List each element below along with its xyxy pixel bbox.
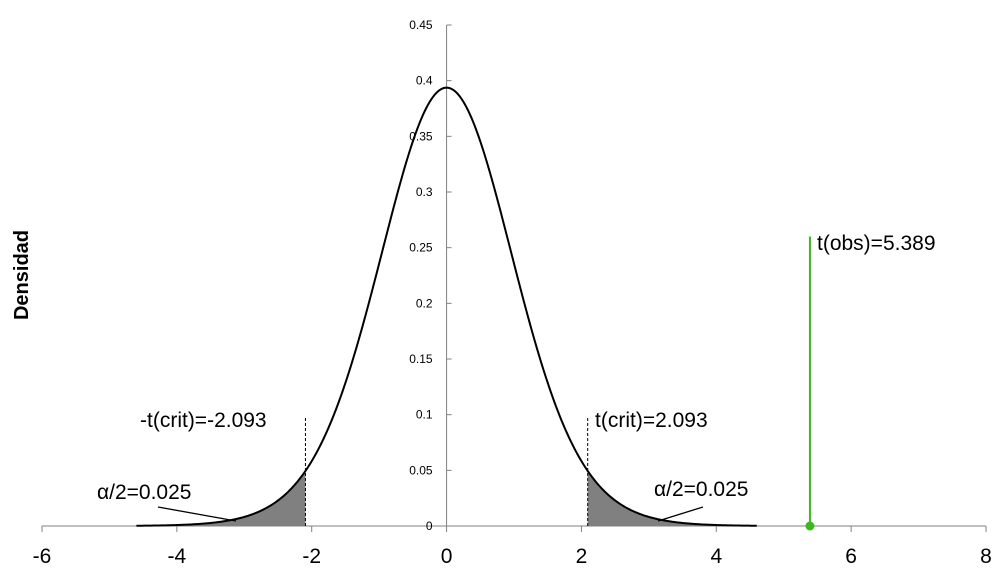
y-tick-label: 0.2 xyxy=(416,296,433,310)
alpha-left-leader xyxy=(157,506,237,522)
alpha-left-label: α/2=0.025 xyxy=(97,481,191,504)
alpha-right-leader xyxy=(657,506,704,522)
neg-crit-label: -t(crit)=-2.093 xyxy=(140,409,267,432)
x-tick-label: -4 xyxy=(168,545,187,568)
pos-crit-label: t(crit)=2.093 xyxy=(595,409,708,432)
x-tick-label: 4 xyxy=(710,545,722,568)
y-tick-label: 0.25 xyxy=(409,241,433,255)
right-rejection-region xyxy=(587,470,757,526)
axis-layer: -6 -4 -2 0 2 4 6 800.050.10.150.20.250.30.350.4… xyxy=(33,18,992,568)
x-tick-label: -2 xyxy=(302,545,321,568)
alpha-right-label: α/2=0.025 xyxy=(654,478,748,501)
y-tick-label: 0 xyxy=(426,519,433,533)
x-tick-label: -6 xyxy=(33,545,52,568)
x-tick-label: 2 xyxy=(576,545,588,568)
marker-layer xyxy=(157,236,815,531)
label-layer: -t(crit)=-2.093 t(crit)=2.093 α/2=0.025 α/2… xyxy=(97,232,936,504)
curve-layer xyxy=(136,86,757,527)
x-tick-label: 0 xyxy=(441,545,453,568)
y-axis-label: Densidad xyxy=(11,230,33,320)
y-tick-label: 0.4 xyxy=(416,74,433,88)
x-tick-label: 6 xyxy=(845,545,857,568)
shade-layer xyxy=(136,470,757,526)
y-tick-label: 0.05 xyxy=(409,463,433,477)
left-rejection-region xyxy=(136,470,306,526)
y-tick-label: 0.1 xyxy=(416,408,433,422)
x-tick-label: 8 xyxy=(980,545,992,568)
y-tick-label: 0.15 xyxy=(409,352,433,366)
observed-label: t(obs)=5.389 xyxy=(817,232,936,255)
y-tick-label: 0.45 xyxy=(409,18,433,32)
observed-point xyxy=(805,521,815,531)
density-curve xyxy=(136,86,757,527)
y-tick-label: 0.3 xyxy=(416,185,433,199)
